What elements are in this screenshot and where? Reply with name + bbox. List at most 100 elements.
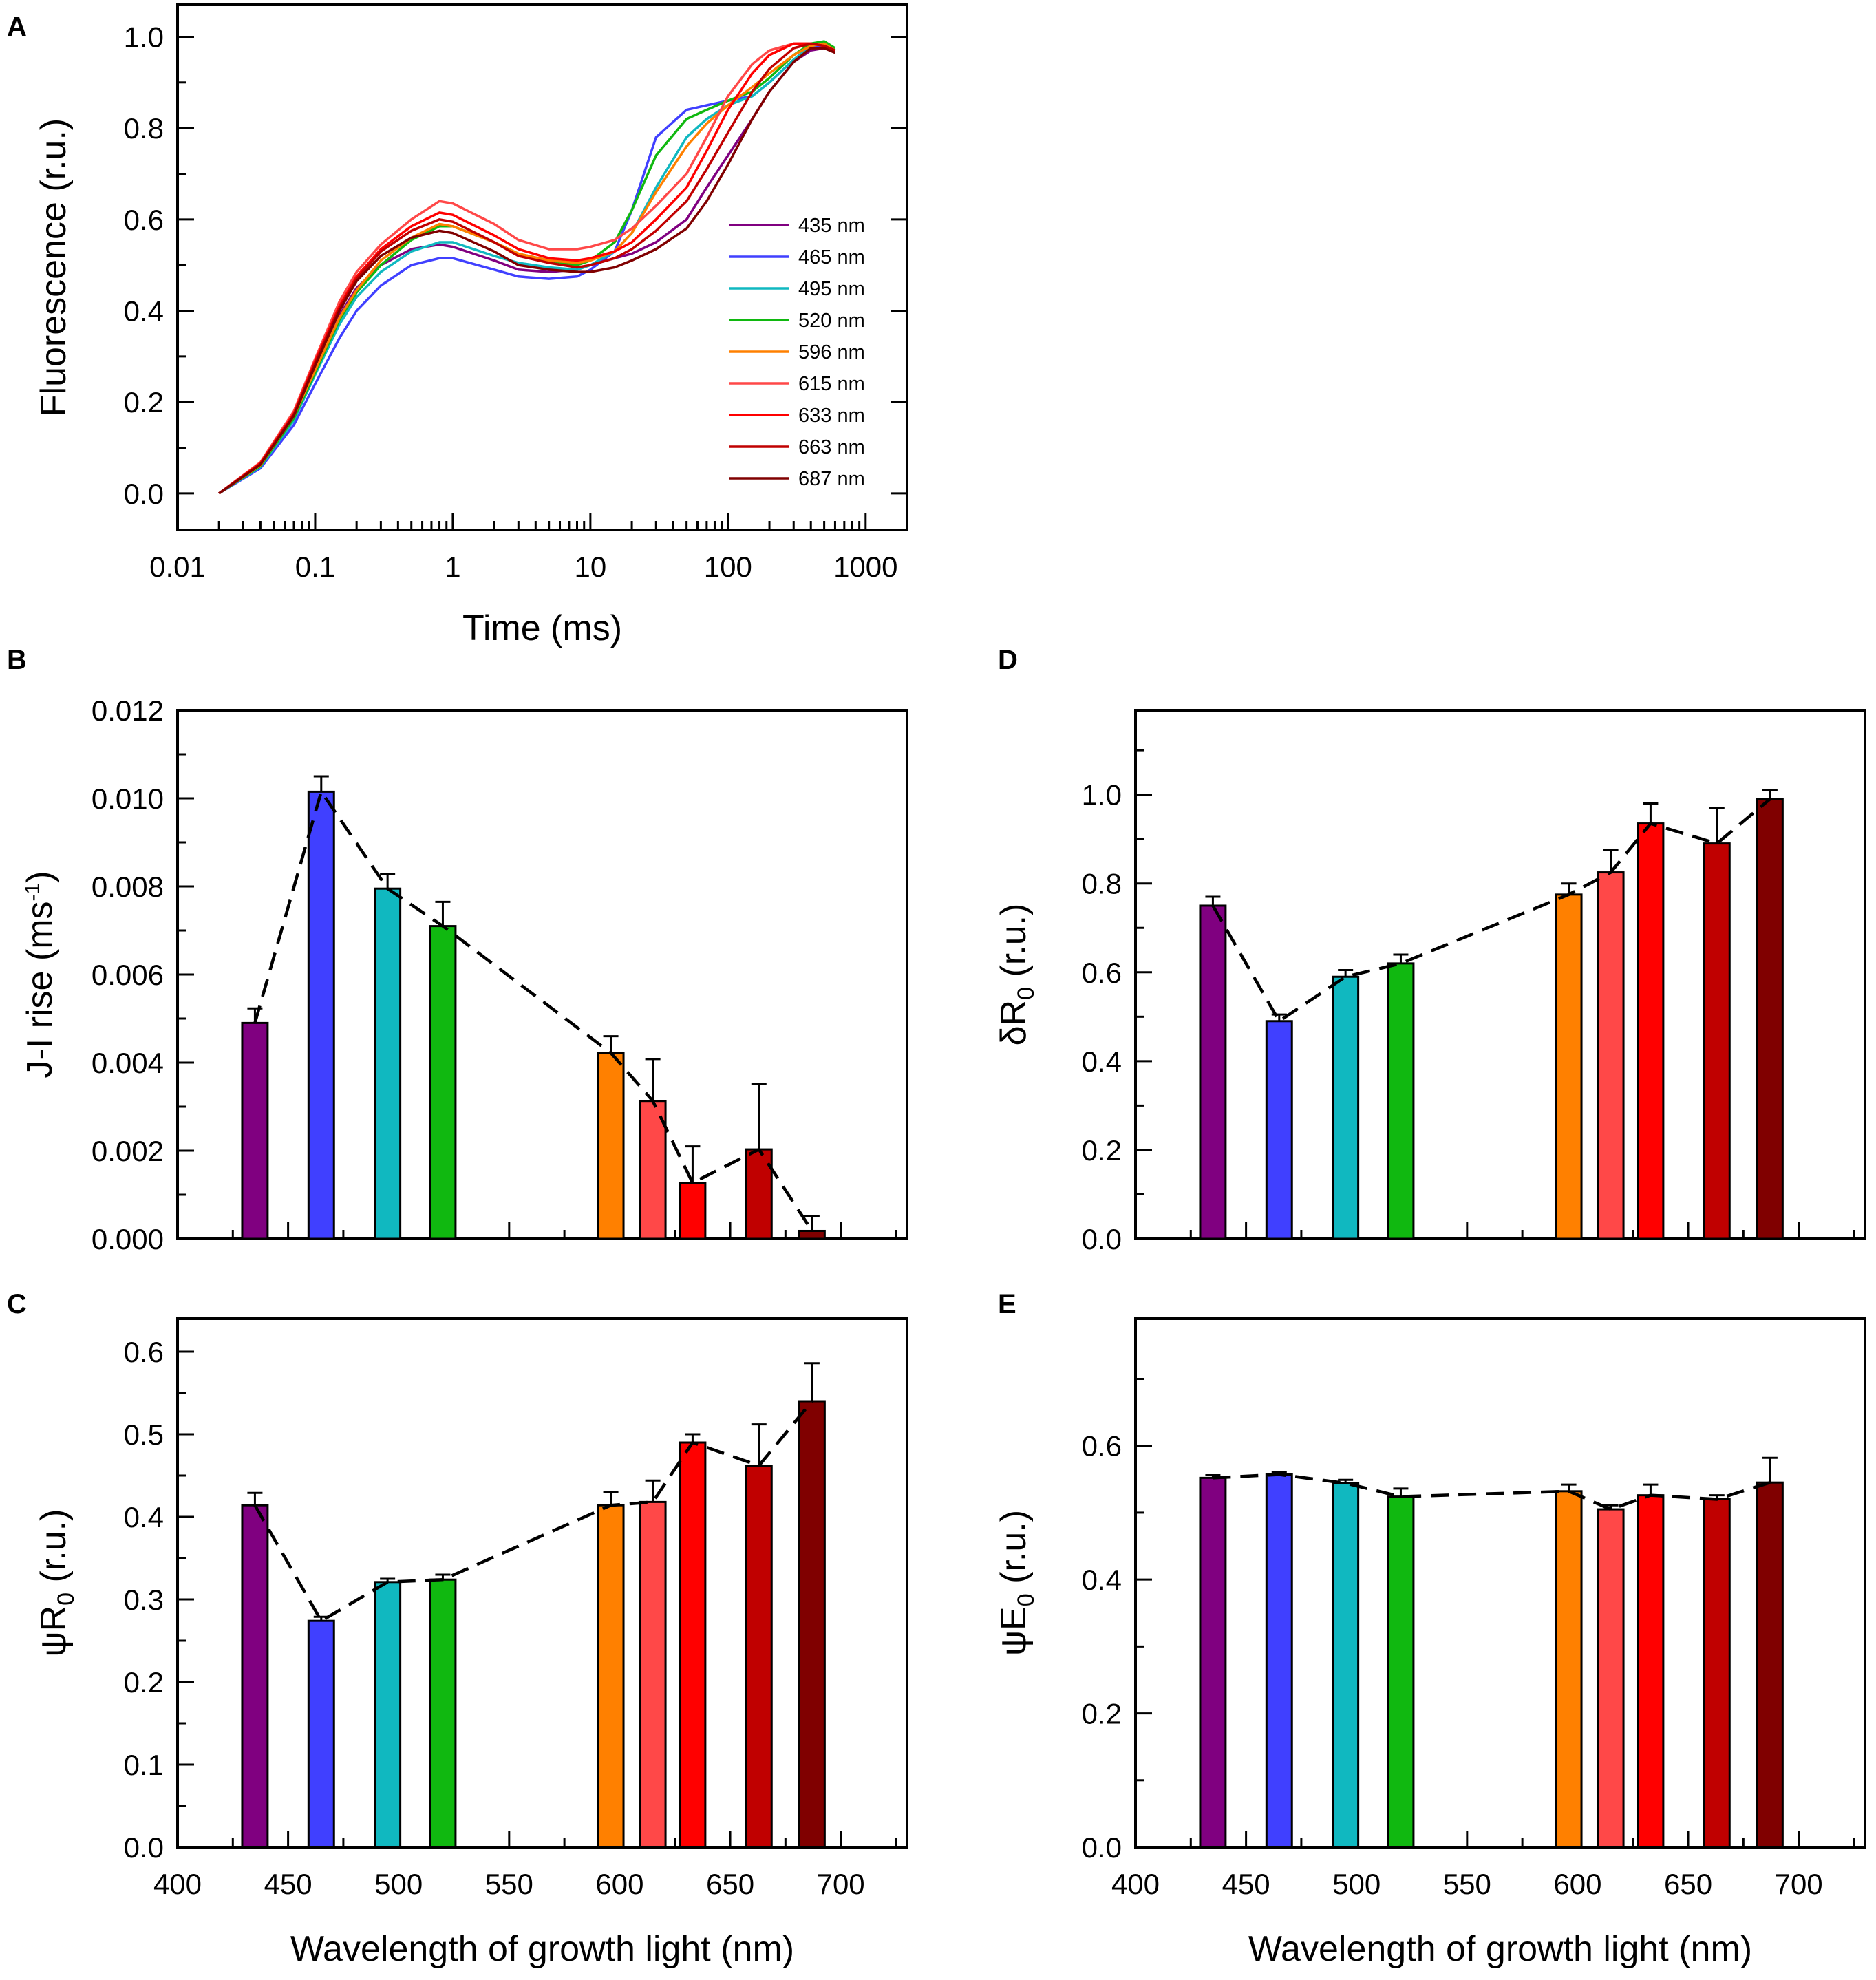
y-tick-label: 0.006	[92, 959, 164, 991]
y-tick-label: 0.5	[124, 1418, 164, 1451]
y-tick-label: 0.6	[124, 204, 164, 236]
x-tick-label: 500	[1332, 1868, 1381, 1900]
y-tick-label: 0.4	[124, 295, 164, 328]
bar-615	[1597, 871, 1625, 1240]
y-tick-label: 0.6	[1082, 1430, 1122, 1462]
legend-label-465: 465 nm	[798, 246, 865, 268]
y-tick-label: 0.6	[124, 1336, 164, 1368]
legend-label-615: 615 nm	[798, 373, 865, 395]
panel-b-bar-chart: 0.000 0.002 0.004 0.006 0.008 0.010 0.012 J-I r…	[20, 694, 908, 1255]
series-line-663	[218, 42, 836, 495]
plot-frame	[1134, 1317, 1866, 1849]
bar-596	[1555, 893, 1583, 1240]
panel-e-bar-chart: 400 450 500 550 600 650 700 0.0 0.2 0.4 0.6 ψE0 (r.…	[994, 1317, 1866, 1969]
y-tick-label: 0.0	[1082, 1831, 1122, 1864]
y-tick-label: 0.2	[124, 386, 164, 418]
y-tick-label: 0.0	[124, 1831, 164, 1864]
bar-520	[1387, 962, 1415, 1240]
bar-495	[1332, 1482, 1360, 1849]
y-tick-label: 0.0	[1082, 1223, 1122, 1255]
bar-663	[745, 1465, 773, 1849]
y-tick-label: 0.2	[124, 1666, 164, 1699]
x-axis-title: Wavelength of growth light (nm)	[290, 1929, 794, 1969]
panel-label-c: C	[7, 1289, 27, 1319]
trend-dashed-line	[253, 1400, 813, 1624]
x-tick-label: 550	[1443, 1868, 1491, 1900]
x-tick-label: 700	[1775, 1868, 1823, 1900]
y-tick-label: 1.0	[124, 21, 164, 53]
x-tick-label: 10	[575, 551, 607, 583]
series-line-615	[218, 42, 836, 495]
bar-435	[241, 1504, 269, 1849]
bar-687	[798, 1229, 826, 1240]
trend-dashed-line	[253, 788, 813, 1232]
y-axis-title: J-I rise (ms-1)	[20, 871, 60, 1078]
bar-687	[1756, 1481, 1784, 1849]
y-tick-label: 0.012	[92, 694, 164, 727]
panel-label-e: E	[998, 1289, 1016, 1319]
bar-435	[1199, 904, 1227, 1240]
y-tick-label: 0.2	[1082, 1134, 1122, 1167]
series-line-435	[218, 47, 835, 495]
bar-633	[1637, 822, 1665, 1240]
y-tick-label: 0.3	[124, 1584, 164, 1616]
series-line-520	[218, 40, 836, 495]
plot-frame	[1134, 709, 1866, 1240]
bar-687	[1756, 798, 1784, 1240]
y-axis-title: ψE0 (r.u.)	[994, 1510, 1039, 1656]
x-tick-label: 1	[445, 551, 460, 583]
bar-495	[374, 1581, 402, 1849]
x-tick-label: 450	[264, 1868, 312, 1900]
bar-687	[798, 1400, 826, 1849]
y-tick-label: 0.0	[124, 478, 164, 510]
bar-596	[597, 1052, 625, 1240]
y-tick-label: 0.8	[124, 112, 164, 145]
legend-label-520: 520 nm	[798, 310, 865, 332]
y-tick-label: 0.008	[92, 871, 164, 903]
x-axis-title: Wavelength of growth light (nm)	[1248, 1929, 1752, 1969]
trend-dashed-line	[1211, 798, 1771, 1024]
x-tick-label: 700	[817, 1868, 865, 1900]
legend-label-663: 663 nm	[798, 436, 865, 458]
plot-frame	[176, 709, 908, 1240]
bar-495	[374, 887, 402, 1240]
y-tick-label: 0.4	[1082, 1045, 1122, 1078]
x-tick-label: 400	[1111, 1868, 1160, 1900]
y-tick-label: 0.2	[1082, 1698, 1122, 1730]
panel-label-d: D	[998, 645, 1018, 675]
legend-label-687: 687 nm	[798, 468, 865, 490]
bar-615	[1597, 1508, 1625, 1849]
y-tick-label: 0.002	[92, 1135, 164, 1167]
x-tick-label: 0.1	[295, 551, 335, 583]
y-tick-label: 0.4	[124, 1501, 164, 1533]
bar-465	[307, 1619, 335, 1849]
y-tick-label: 1.0	[1082, 779, 1122, 811]
bar-596	[597, 1504, 625, 1849]
x-tick-label: 100	[704, 551, 752, 583]
bar-596	[1555, 1490, 1583, 1849]
x-tick-label: 600	[1553, 1868, 1601, 1900]
y-tick-label: 0.004	[92, 1047, 164, 1079]
x-tick-label: 650	[706, 1868, 754, 1900]
series-line-687	[218, 47, 836, 495]
panel-label-a: A	[7, 12, 27, 42]
x-tick-label: 1000	[833, 551, 897, 583]
x-tick-label: 450	[1222, 1868, 1270, 1900]
series-line-596	[218, 42, 836, 495]
x-tick-label: 650	[1664, 1868, 1712, 1900]
y-tick-label: 0.4	[1082, 1564, 1122, 1596]
bar-633	[679, 1441, 707, 1849]
bar-465	[1265, 1020, 1293, 1240]
bar-663	[1703, 842, 1731, 1240]
legend-label-596: 596 nm	[798, 341, 865, 363]
y-axis-title: ψR0 (r.u.)	[34, 1509, 79, 1657]
bar-615	[639, 1500, 667, 1849]
legend-label-435: 435 nm	[798, 215, 865, 237]
y-axis-title: Fluorescence (r.u.)	[34, 118, 74, 417]
trend-dashed-line	[1213, 1473, 1771, 1511]
x-tick-label: 0.01	[149, 551, 206, 583]
bar-465	[307, 790, 335, 1240]
plot-frame	[176, 3, 908, 531]
bar-520	[1387, 1495, 1415, 1849]
